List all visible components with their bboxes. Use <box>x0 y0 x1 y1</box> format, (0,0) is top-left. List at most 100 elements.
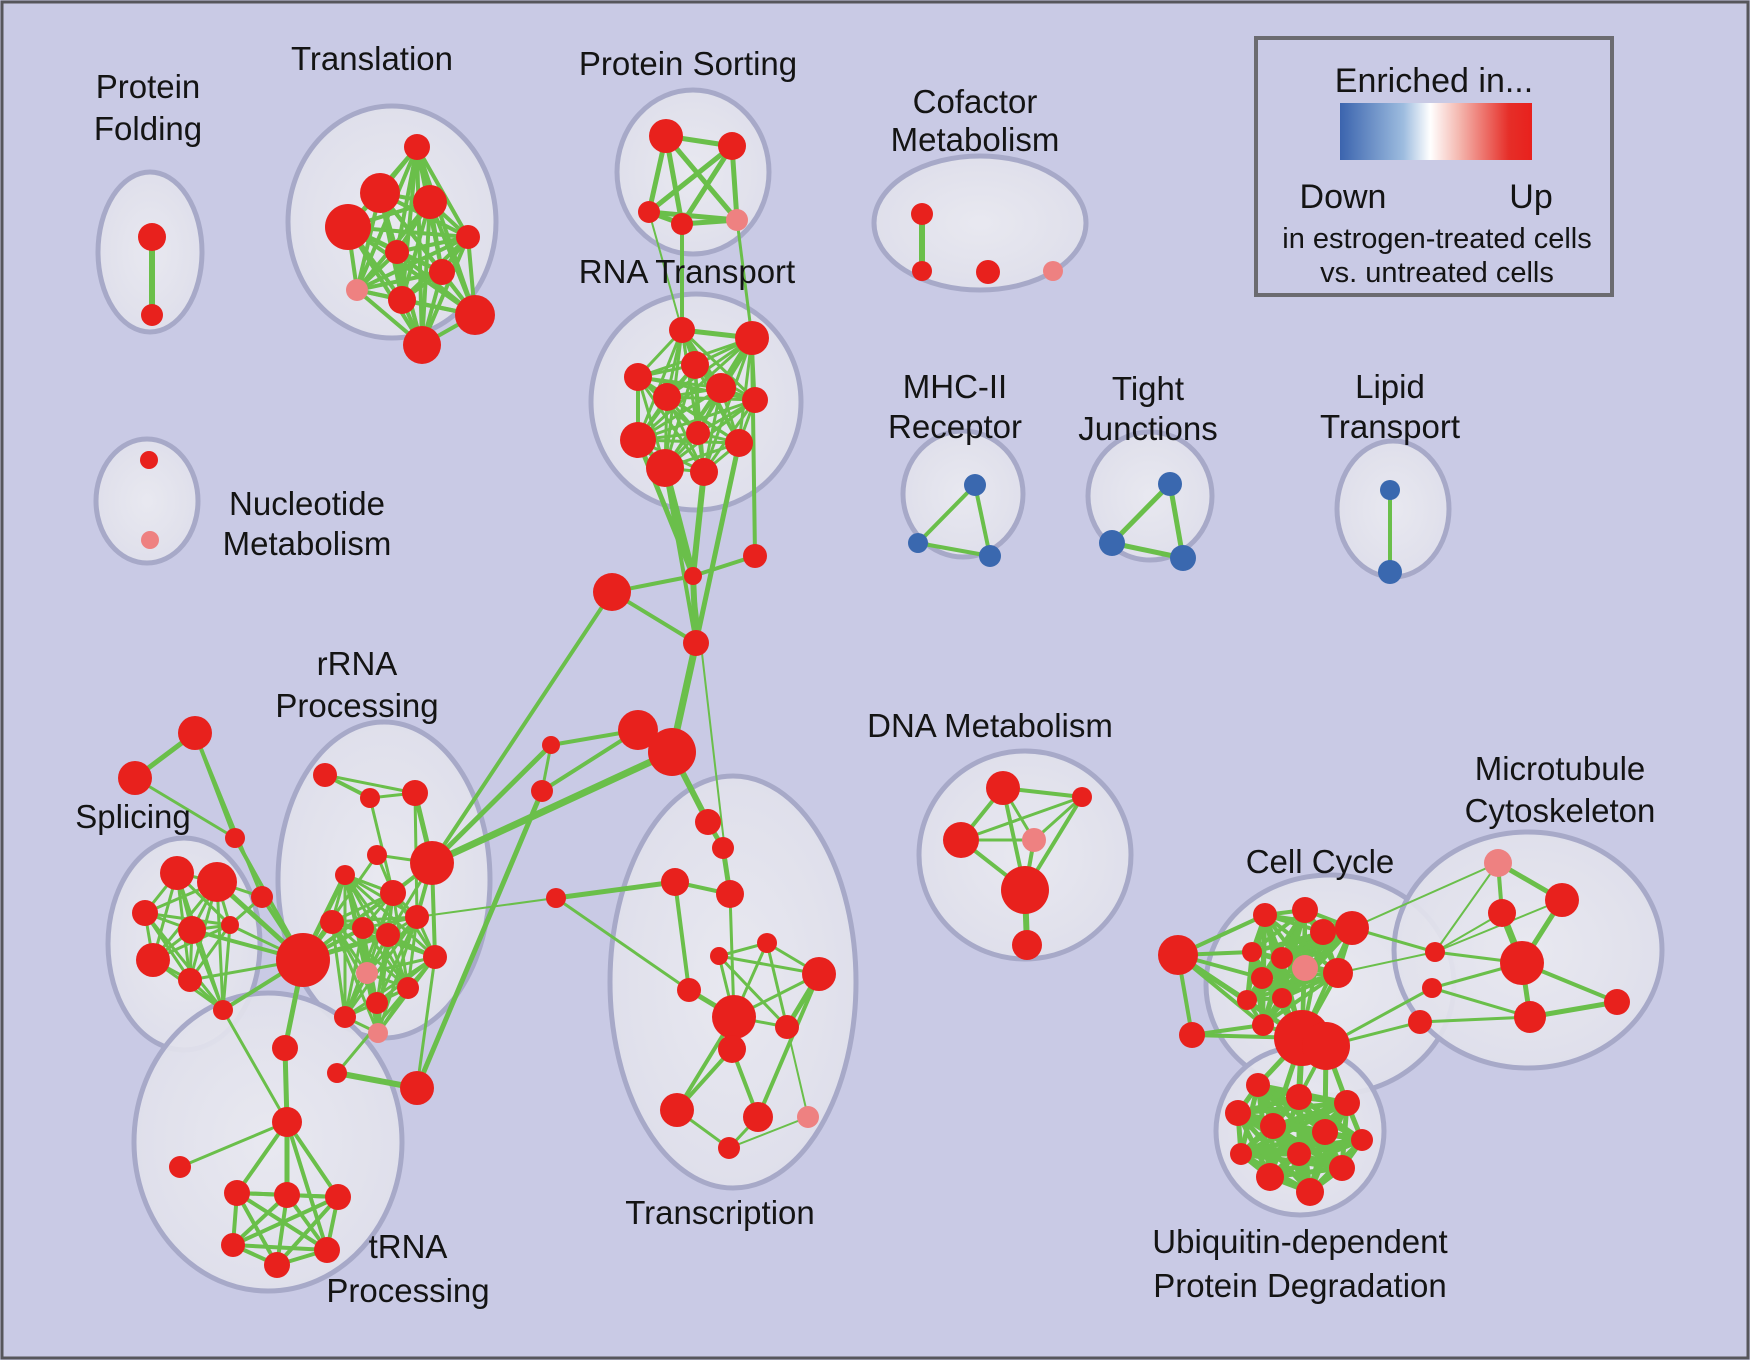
network-node <box>695 809 721 835</box>
cluster-label-rna-transport: RNA Transport <box>579 253 795 290</box>
network-node <box>1252 1014 1274 1036</box>
network-node <box>356 962 378 984</box>
network-node <box>400 1071 434 1105</box>
network-node <box>429 259 455 285</box>
network-node <box>686 421 710 445</box>
network-edge <box>231 1243 329 1252</box>
network-node <box>224 1180 250 1206</box>
network-node <box>402 780 428 806</box>
network-edge <box>231 1195 340 1247</box>
network-edge <box>1261 971 1340 1027</box>
network-edge <box>750 336 757 558</box>
cluster-label-nucleotide-metabolism: Nucleotide <box>229 485 385 522</box>
network-edge <box>1245 971 1340 1002</box>
network-node <box>624 363 652 391</box>
network-node <box>313 763 337 787</box>
cluster-label-ubiquitin-degradation: Protein Degradation <box>1153 1267 1447 1304</box>
network-node <box>943 822 979 858</box>
network-node <box>669 317 695 343</box>
network-edge <box>1337 951 1436 974</box>
cluster-label-rrna-processing: rRNA <box>317 645 398 682</box>
cluster-ellipse-cofactor-metabolism <box>871 153 1089 293</box>
network-node <box>225 828 245 848</box>
network-node <box>367 845 387 865</box>
network-node <box>706 373 736 403</box>
network-node <box>653 383 681 411</box>
network-edge <box>416 897 557 918</box>
cluster-label-trna-processing: Processing <box>326 1272 489 1309</box>
network-edge <box>133 776 237 840</box>
legend-down-label: Down <box>1300 178 1387 216</box>
network-node <box>456 225 480 249</box>
network-node <box>690 458 718 486</box>
cluster-label-microtubule-cytoskeleton: Microtubule <box>1475 750 1646 787</box>
network-node <box>681 351 709 379</box>
network-node <box>620 422 656 458</box>
network-node <box>169 1156 191 1178</box>
network-edge <box>235 1191 279 1267</box>
network-node <box>546 888 566 908</box>
network-edge <box>330 915 419 924</box>
network-node <box>1484 849 1512 877</box>
network-node <box>1099 530 1125 556</box>
network-edge <box>690 469 707 579</box>
network-node <box>346 279 368 301</box>
network-node <box>531 780 553 802</box>
network-node <box>646 449 684 487</box>
network-node <box>376 923 400 947</box>
cluster-label-protein-folding: Folding <box>94 110 202 147</box>
network-node <box>404 134 430 160</box>
network-edge <box>430 590 614 865</box>
cluster-label-protein-sorting: Protein Sorting <box>579 45 797 82</box>
network-edge <box>1351 862 1499 929</box>
network-edge <box>663 466 698 645</box>
network-edge <box>916 483 977 545</box>
network-edge <box>428 748 676 867</box>
cluster-label-cell-cycle: Cell Cycle <box>1246 843 1395 880</box>
network-node <box>327 1063 347 1083</box>
cluster-label-dna-metabolism: DNA Metabolism <box>867 707 1113 744</box>
network-node <box>742 387 768 413</box>
network-node <box>140 451 158 469</box>
network-node <box>593 573 631 611</box>
cluster-label-cofactor-metabolism: Cofactor <box>913 83 1038 120</box>
network-node <box>178 916 206 944</box>
network-node <box>1242 942 1262 962</box>
network-edge <box>680 328 757 402</box>
network-node <box>1292 955 1318 981</box>
network-node <box>684 567 702 585</box>
network-node <box>403 326 441 364</box>
network-node <box>964 474 986 496</box>
network-node <box>648 728 696 776</box>
network-node <box>1425 942 1445 962</box>
network-edge <box>636 398 757 442</box>
network-node <box>1287 1142 1311 1166</box>
network-edge <box>673 880 691 992</box>
network-node <box>1604 989 1630 1015</box>
network-node <box>542 736 560 754</box>
network-node <box>1286 1084 1312 1110</box>
network-node <box>264 1252 290 1278</box>
network-node <box>1514 1001 1546 1033</box>
network-node <box>1253 903 1277 927</box>
network-node <box>1251 967 1273 989</box>
network-node <box>251 886 273 908</box>
cluster-label-transcription: Transcription <box>625 1194 815 1231</box>
network-edge <box>973 483 992 558</box>
network-edge <box>554 896 691 992</box>
cluster-label-nucleotide-metabolism: Metabolism <box>223 525 392 562</box>
cluster-label-ubiquitin-degradation: Ubiquitin-dependent <box>1152 1223 1447 1260</box>
network-node <box>712 995 756 1039</box>
cluster-label-translation: Translation <box>291 40 453 77</box>
network-edge <box>215 880 225 1012</box>
network-edge <box>190 928 225 1012</box>
network-node <box>213 1000 233 1020</box>
network-edge <box>285 1120 340 1199</box>
network-node <box>710 947 728 965</box>
network-edge <box>665 336 754 399</box>
cluster-ellipse-nucleotide-metabolism <box>93 436 201 566</box>
legend-gradient-bar <box>1340 103 1532 160</box>
network-node <box>618 710 658 750</box>
network-edge <box>429 742 554 866</box>
